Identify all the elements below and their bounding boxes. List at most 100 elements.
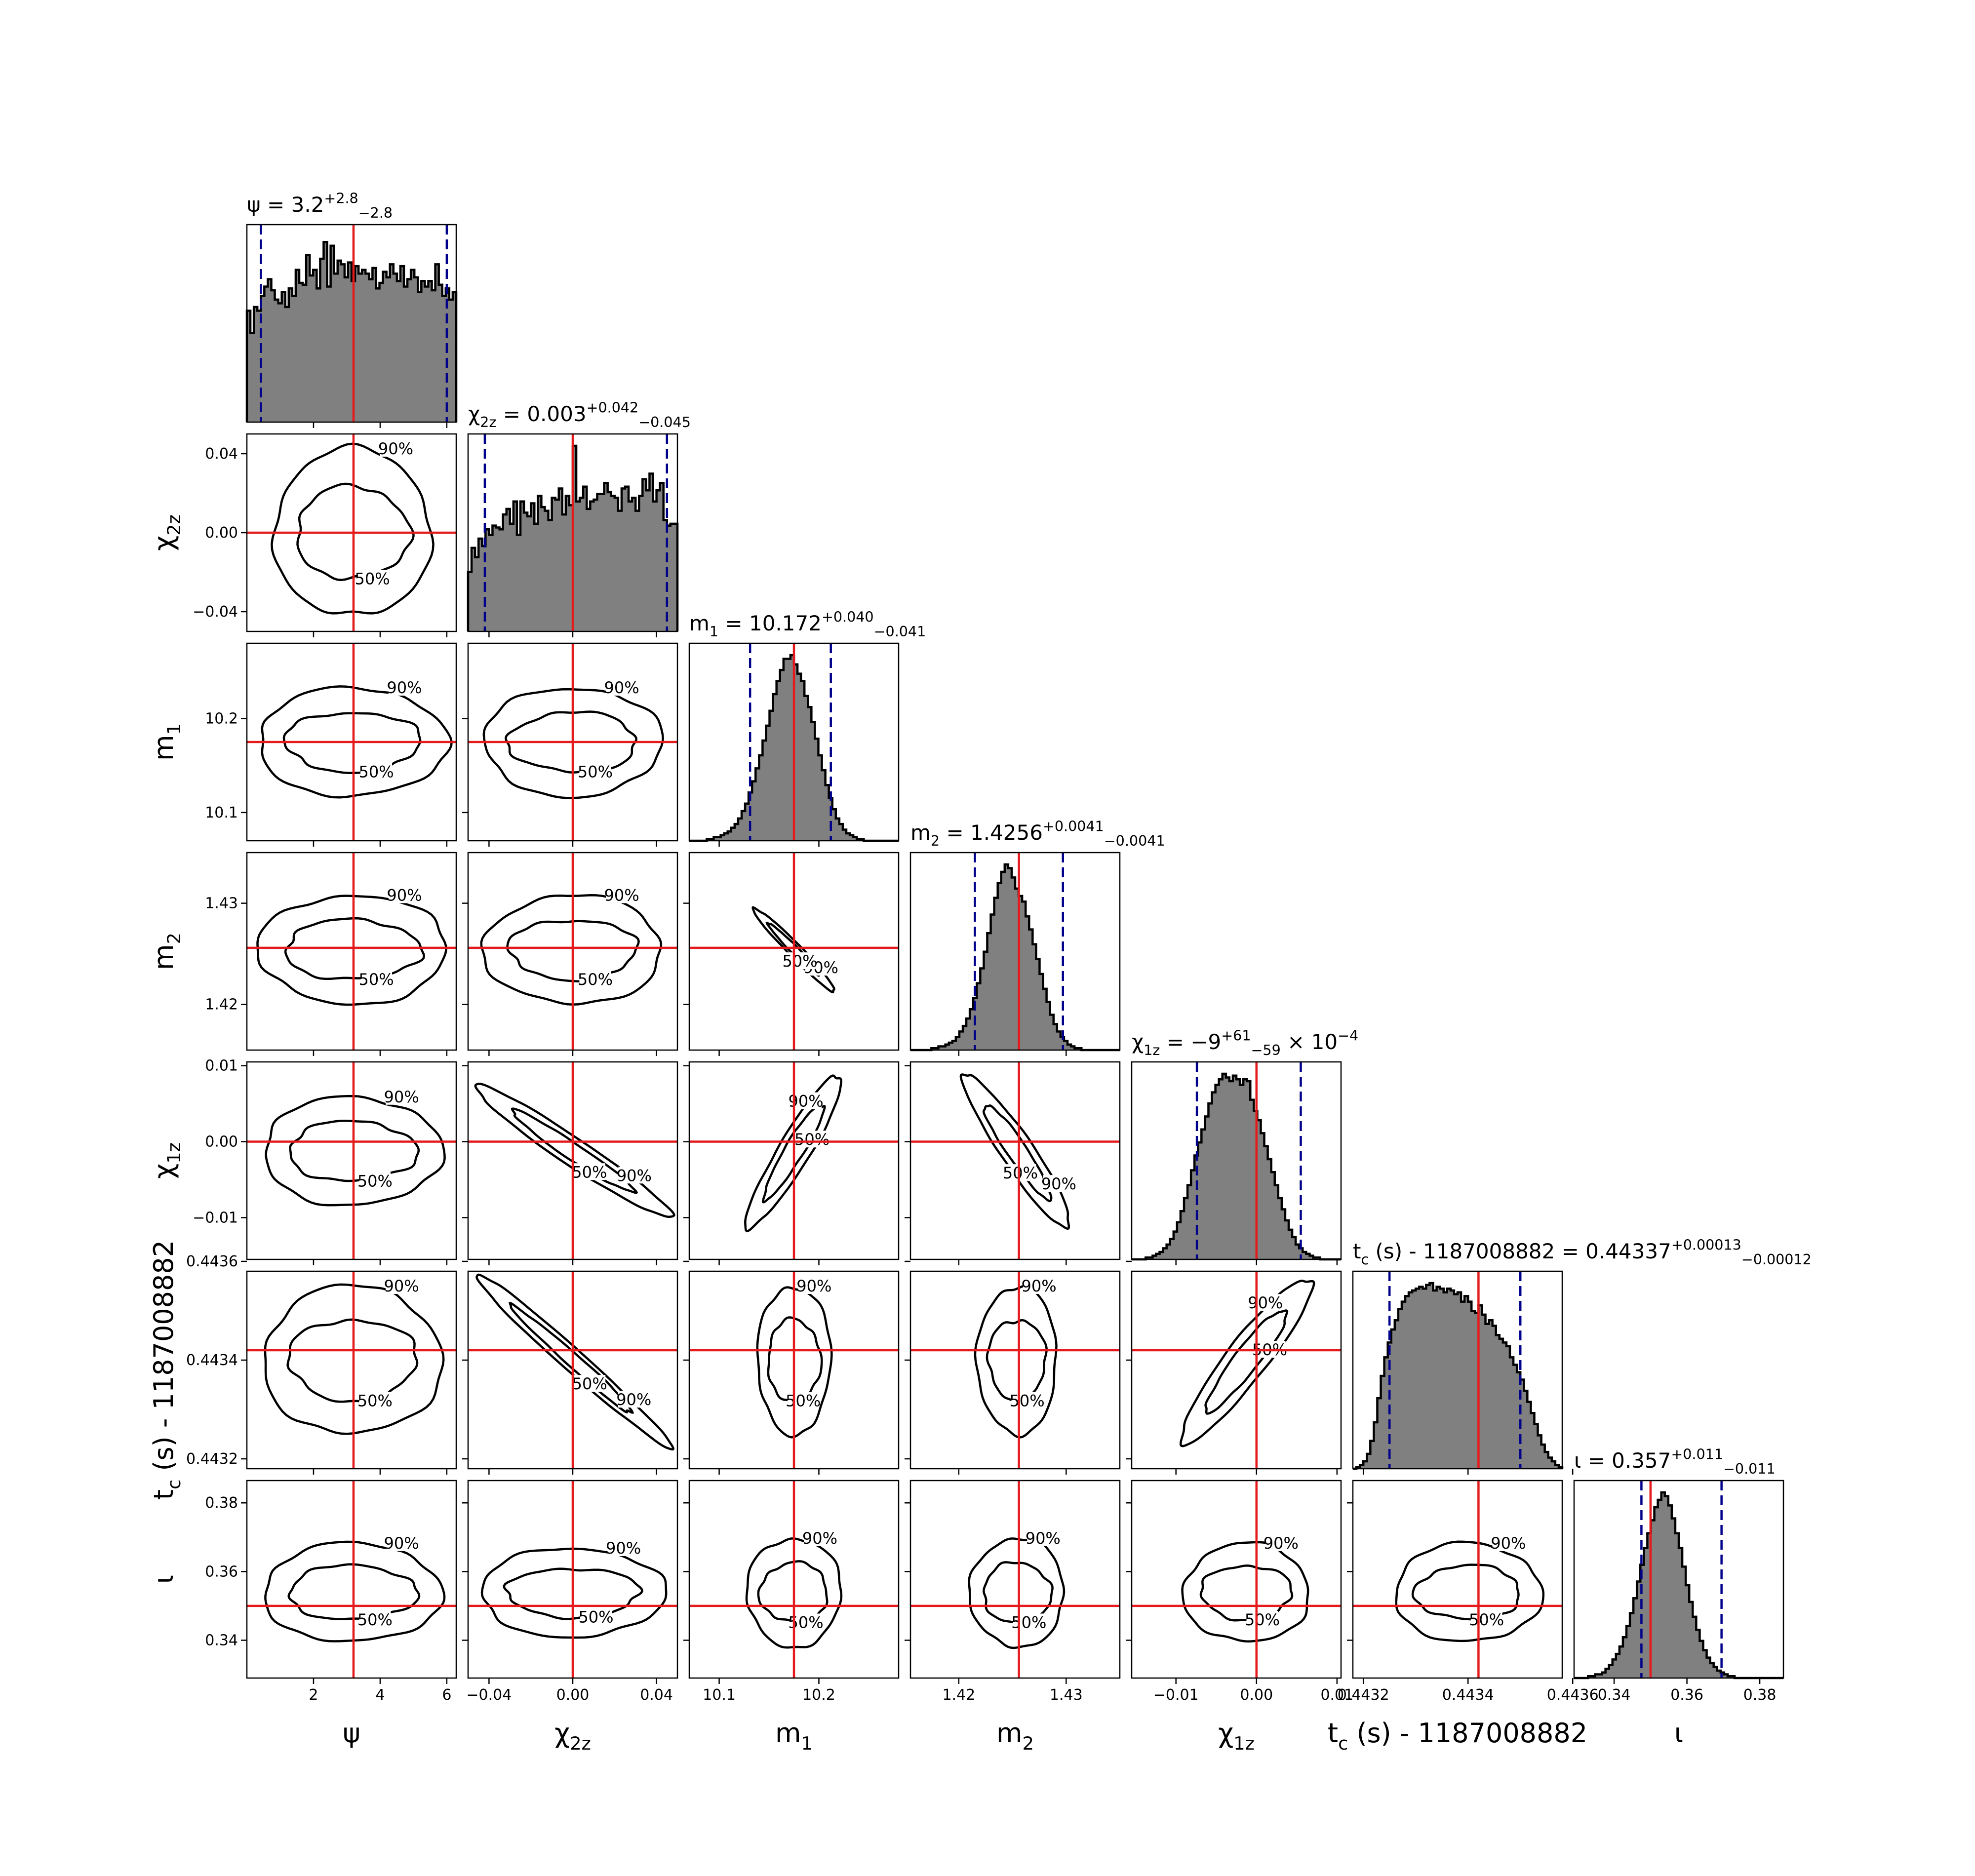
y-axis-label-m2: m2: [148, 933, 185, 970]
contour-label-90: 90%: [617, 1166, 652, 1185]
panel-frame: [1131, 1480, 1342, 1679]
y-axis-label-group-m2: m2: [148, 933, 185, 970]
panel-frame: [1352, 1270, 1563, 1470]
y-tick-label: 0.04: [205, 445, 238, 463]
y-tick-label: 0.34: [205, 1632, 238, 1649]
contours: 90%50%: [689, 1062, 899, 1259]
x-tick-label: 0.34: [1598, 1686, 1631, 1704]
x-tick-label: 0.01: [1320, 1686, 1353, 1704]
contours: 90%50%: [468, 1481, 677, 1678]
panel-frame: [246, 1270, 457, 1470]
contours: 90%50%: [468, 643, 677, 841]
hist-title-psi: ψ = 3.2+2.8−2.8: [247, 190, 393, 221]
hist-step-m1: [689, 654, 899, 842]
contours: 90%50%: [1353, 1481, 1562, 1678]
hist-title-iota: ι = 0.357+0.011−0.011: [1574, 1446, 1776, 1477]
contour-label-90: 90%: [1026, 1529, 1061, 1548]
y-axis-label-group-tc: tc (s) - 1187008882: [148, 1240, 185, 1500]
x-axis-label-m1: m1: [775, 1718, 813, 1754]
y-axis-label-chi1z: χ1z: [148, 1142, 185, 1179]
hist-step-tc: [1353, 1282, 1564, 1470]
y-axis-label-group-iota: ι: [148, 1575, 179, 1584]
contour-label-90: 90%: [384, 1088, 419, 1106]
contour-label-90: 90%: [1491, 1534, 1526, 1553]
contour-label-bg: [1265, 1534, 1297, 1551]
x-axis-label-iota: ι: [1674, 1718, 1683, 1749]
contour-label-bg: [606, 886, 638, 903]
contour-label-50: 50%: [572, 1163, 607, 1181]
contour-label-90: 90%: [604, 886, 639, 904]
contours: 90%50%: [247, 643, 456, 841]
hist-panel-m1: m1 = 10.172+0.040−0.041: [688, 608, 926, 847]
contour-label-50: 50%: [1003, 1164, 1038, 1182]
panel-frame: [688, 642, 900, 842]
panels-layer: ψ = 3.2+2.8−2.8 χ2z = 0.003+0.042−0.045 m1…: [148, 190, 1812, 1754]
hist-title-tc: tc (s) - 1187008882 = 0.44337+0.00013−0.…: [1353, 1236, 1812, 1267]
contour-label-bg: [580, 1608, 612, 1625]
y-axis-label-group-m1: m1: [148, 723, 185, 761]
panel-frame: [1131, 1061, 1342, 1260]
contour-label-90: 90%: [796, 1277, 831, 1295]
contour-label-50: 50%: [578, 970, 613, 989]
hist-fill-chi1z: [1132, 1074, 1341, 1259]
x-tick-label: 0.00: [1240, 1686, 1273, 1704]
contour-label-90: 90%: [384, 1534, 419, 1553]
contour-panel-chi1z-vs-chi2z: 90% 50%: [462, 1061, 678, 1265]
panel-frame: [909, 1270, 1121, 1470]
y-axis-label-group-chi1z: χ1z: [148, 1142, 185, 1179]
y-tick-label: 1.42: [205, 996, 238, 1014]
contour-panel-tc-vs-m2: 90% 50%: [905, 1260, 1121, 1475]
y-tick-label: 0.4436: [186, 1253, 238, 1270]
hist-panel-chi1z: χ1z = −9+61−59 × 10−4: [1131, 1027, 1358, 1265]
hist-panel-chi2z: χ2z = 0.003+0.042−0.045: [467, 399, 691, 637]
x-tick-label: 0.38: [1743, 1686, 1777, 1704]
contour-panel-m1-vs-chi2z: 90% 50%: [462, 642, 678, 847]
contour-label-50: 50%: [572, 1374, 607, 1393]
contour-label-bg: [1249, 1294, 1281, 1311]
x-tick-label: 10.1: [703, 1686, 736, 1704]
contour-label-bg: [618, 1391, 650, 1408]
contour-label-bg: [1023, 1277, 1055, 1294]
panel-frame: [246, 852, 457, 1051]
contour-label-50: 50%: [357, 1172, 393, 1190]
x-axis-label-chi2z: χ2z: [554, 1718, 591, 1754]
hist-step-iota: [1574, 1491, 1783, 1680]
contours: 90%50%: [247, 1271, 456, 1469]
contour-label-bg: [386, 1088, 418, 1105]
panel-frame: [688, 852, 900, 1051]
contour-label-bg: [573, 1163, 605, 1180]
hist-title-chi1z: χ1z = −9+61−59 × 10−4: [1132, 1027, 1358, 1058]
contour-panel-chi1z-vs-m2: 90%50%: [905, 1061, 1121, 1265]
contour-label-bg: [359, 1392, 391, 1409]
contour-panel-iota-vs-m1: 90%50% 10.1 10.2: [683, 1480, 900, 1704]
contour-label-bg: [386, 1534, 418, 1551]
contour-label-90: 90%: [387, 886, 422, 904]
contour-label-bg: [796, 1131, 828, 1148]
contour-label-bg: [606, 679, 638, 696]
contour-label-bg: [386, 1277, 418, 1294]
y-tick-label: −0.04: [193, 603, 238, 621]
contour-panel-m2-vs-chi2z: 90% 50%: [462, 852, 678, 1056]
y-tick-label: 0.4434: [186, 1352, 238, 1369]
contour-label-bg: [1246, 1610, 1278, 1628]
hist-title-m1: m1 = 10.172+0.040−0.041: [689, 608, 926, 639]
contours: 90%50%: [689, 1481, 899, 1678]
contour-label-90: 90%: [378, 439, 413, 458]
contours: 90%50%: [247, 434, 456, 631]
x-tick-label: 0.4432: [1338, 1686, 1389, 1704]
y-tick-label: 10.2: [205, 710, 238, 727]
x-tick-label: 1.43: [1050, 1686, 1083, 1704]
contour-panel-tc-vs-m1: 90% 50%: [683, 1260, 900, 1475]
contour-label-bg: [1470, 1610, 1502, 1628]
contour-90: [1395, 1540, 1545, 1642]
contour-panel-tc-vs-psi: 90% 50% 0.4432 0.4434 0.4436: [186, 1253, 457, 1475]
hist-step-psi: [245, 241, 458, 422]
contour-panel-iota-vs-tc: 90% 50% 0.4432 0.4434 0.4436: [1338, 1480, 1599, 1704]
contour-90: [474, 1083, 675, 1218]
panel-frame: [909, 852, 1121, 1051]
contour-label-50: 50%: [1011, 1613, 1046, 1632]
y-axis-label-m1: m1: [148, 723, 185, 761]
contour-label-bg: [380, 440, 412, 457]
contour-label-bg: [790, 1092, 822, 1109]
contour-50: [509, 1302, 634, 1414]
